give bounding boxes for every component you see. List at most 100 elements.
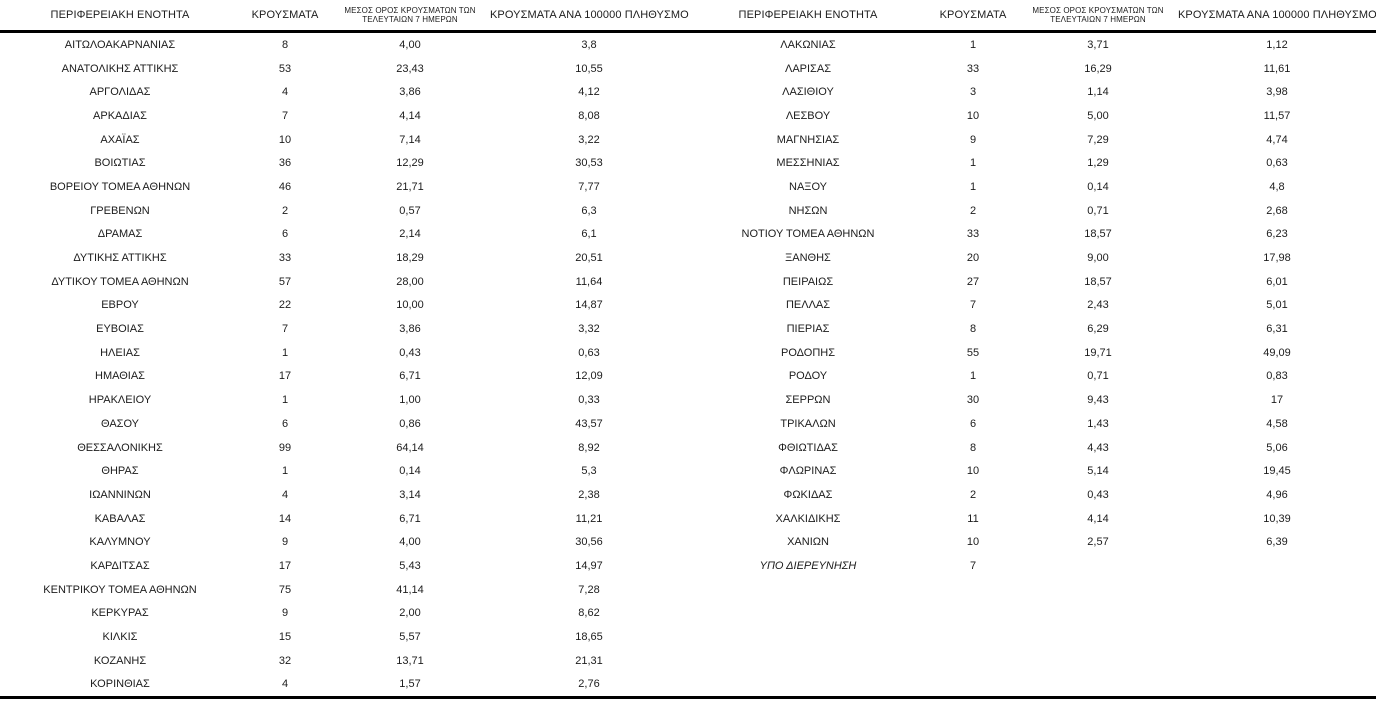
cases-cell: 33 bbox=[966, 228, 980, 241]
cases-cell: 46 bbox=[278, 180, 292, 193]
per100k-cell: 3,32 bbox=[578, 323, 600, 336]
table-row: ΕΒΡΟΥ 22 10,00 14,87 bbox=[0, 294, 688, 318]
cases-cell: 4 bbox=[281, 678, 289, 691]
avg7-cell: 0,14 bbox=[1087, 180, 1109, 193]
region-cell: ΚΟΡΙΝΘΙΑΣ bbox=[90, 678, 150, 691]
avg7-cell: 3,86 bbox=[399, 323, 421, 336]
per100k-cell: 17,98 bbox=[1263, 252, 1291, 265]
cases-cell: 2 bbox=[969, 204, 977, 217]
avg7-cell: 4,00 bbox=[399, 38, 421, 51]
cases-cell: 10 bbox=[278, 133, 292, 146]
cases-cell: 14 bbox=[278, 512, 292, 525]
avg7-cell: 0,14 bbox=[399, 465, 421, 478]
cases-cell: 1 bbox=[281, 465, 289, 478]
header-avg7-left-line1: ΜΕΣΟΣ ΟΡΟΣ ΚΡΟΥΣΜΑΤΩΝ ΤΩΝ bbox=[344, 5, 476, 15]
per100k-cell: 43,57 bbox=[575, 417, 603, 430]
avg7-cell: 5,14 bbox=[1087, 465, 1109, 478]
avg7-cell: 12,29 bbox=[396, 157, 424, 170]
cases-cell: 15 bbox=[278, 631, 292, 644]
region-cell: ΥΠΟ ΔΙΕΡΕΥΝΗΣΗ bbox=[759, 559, 857, 572]
region-cell: ΤΡΙΚΑΛΩΝ bbox=[780, 417, 836, 430]
table-row: ΔΡΑΜΑΣ 6 2,14 6,1 bbox=[0, 223, 688, 247]
cases-cell: 1 bbox=[969, 38, 977, 51]
region-cell: ΔΥΤΙΚΗΣ ΑΤΤΙΚΗΣ bbox=[73, 252, 167, 265]
per100k-cell: 14,97 bbox=[575, 559, 603, 572]
avg7-cell: 19,71 bbox=[1084, 346, 1112, 359]
region-cell: ΚΑΒΑΛΑΣ bbox=[94, 512, 146, 525]
cases-cell: 9 bbox=[281, 536, 289, 549]
region-cell: ΘΗΡΑΣ bbox=[101, 465, 139, 478]
per100k-cell: 0,63 bbox=[578, 346, 600, 359]
table-header-band: ΠΕΡΙΦΕΡΕΙΑΚΗ ΕΝΟΤΗΤΑ ΚΡΟΥΣΜΑΤΑ ΜΕΣΟΣ ΟΡΟ… bbox=[0, 0, 1376, 33]
cases-cell: 4 bbox=[281, 86, 289, 99]
per100k-cell: 6,3 bbox=[581, 204, 597, 217]
avg7-cell: 2,00 bbox=[399, 607, 421, 620]
cases-cell: 6 bbox=[281, 228, 289, 241]
header-per100k-right: ΚΡΟΥΣΜΑΤΑ ΑΝΑ 100000 ΠΛΗΘΥΣΜΟ bbox=[1178, 9, 1376, 21]
cases-cell: 7 bbox=[969, 559, 977, 572]
avg7-cell: 0,57 bbox=[399, 204, 421, 217]
region-cell: ΛΑΣΙΘΙΟΥ bbox=[782, 86, 834, 99]
left-table: ΑΙΤΩΛΟΑΚΑΡΝΑΝΙΑΣ 8 4,00 3,8 ΑΝΑΤΟΛΙΚΗΣ Α… bbox=[0, 33, 688, 696]
header-cases-left: ΚΡΟΥΣΜΑΤΑ bbox=[251, 9, 319, 21]
table-row: ΘΗΡΑΣ 1 0,14 5,3 bbox=[0, 459, 688, 483]
table-row: ΝΑΞΟΥ 1 0,14 4,8 bbox=[688, 175, 1376, 199]
region-cell: ΛΑΡΙΣΑΣ bbox=[784, 62, 831, 75]
table-row: ΒΟΙΩΤΙΑΣ 36 12,29 30,53 bbox=[0, 151, 688, 175]
avg7-cell: 5,57 bbox=[399, 631, 421, 644]
per100k-cell: 30,56 bbox=[575, 536, 603, 549]
table-row: ΚΙΛΚΙΣ 15 5,57 18,65 bbox=[0, 625, 688, 649]
per100k-cell: 11,57 bbox=[1263, 109, 1291, 122]
table-row: ΜΕΣΣΗΝΙΑΣ 1 1,29 0,63 bbox=[688, 151, 1376, 175]
avg7-cell: 13,71 bbox=[396, 654, 424, 667]
table-row: ΦΘΙΩΤΙΔΑΣ 8 4,43 5,06 bbox=[688, 436, 1376, 460]
right-table-rows: ΛΑΚΩΝΙΑΣ 1 3,71 1,12 ΛΑΡΙΣΑΣ 33 16,29 11… bbox=[688, 33, 1376, 578]
table-row: ΑΙΤΩΛΟΑΚΑΡΝΑΝΙΑΣ 8 4,00 3,8 bbox=[0, 33, 688, 57]
avg7-cell: 0,43 bbox=[399, 346, 421, 359]
cases-cell: 9 bbox=[281, 607, 289, 620]
per100k-cell: 4,58 bbox=[1266, 417, 1288, 430]
cases-cell: 6 bbox=[281, 417, 289, 430]
region-cell: ΑΡΓΟΛΙΔΑΣ bbox=[89, 86, 151, 99]
table-row: ΒΟΡΕΙΟΥ ΤΟΜΕΑ ΑΘΗΝΩΝ 46 21,71 7,77 bbox=[0, 175, 688, 199]
header-region-right: ΠΕΡΙΦΕΡΕΙΑΚΗ ΕΝΟΤΗΤΑ bbox=[738, 9, 878, 21]
avg7-cell: 1,29 bbox=[1087, 157, 1109, 170]
avg7-cell: 1,57 bbox=[399, 678, 421, 691]
avg7-cell: 28,00 bbox=[396, 275, 424, 288]
per100k-cell: 6,1 bbox=[581, 228, 597, 241]
table-row: ΗΜΑΘΙΑΣ 17 6,71 12,09 bbox=[0, 365, 688, 389]
cases-cell: 17 bbox=[278, 370, 292, 383]
region-cell: ΝΟΤΙΟΥ ΤΟΜΕΑ ΑΘΗΝΩΝ bbox=[741, 228, 875, 241]
table-row: ΛΕΣΒΟΥ 10 5,00 11,57 bbox=[688, 104, 1376, 128]
per100k-cell: 0,83 bbox=[1266, 370, 1288, 383]
cases-cell: 7 bbox=[281, 323, 289, 336]
per100k-cell: 3,8 bbox=[581, 38, 597, 51]
right-table: ΛΑΚΩΝΙΑΣ 1 3,71 1,12 ΛΑΡΙΣΑΣ 33 16,29 11… bbox=[688, 33, 1376, 696]
avg7-cell: 18,29 bbox=[396, 252, 424, 265]
region-cell: ΠΙΕΡΙΑΣ bbox=[786, 323, 830, 336]
per100k-cell: 20,51 bbox=[575, 252, 603, 265]
region-cell: ΗΡΑΚΛΕΙΟΥ bbox=[88, 394, 152, 407]
table-row: ΘΑΣΟΥ 6 0,86 43,57 bbox=[0, 412, 688, 436]
region-cell: ΙΩΑΝΝΙΝΩΝ bbox=[89, 488, 151, 501]
region-cell: ΛΑΚΩΝΙΑΣ bbox=[780, 38, 836, 51]
table-row: ΙΩΑΝΝΙΝΩΝ 4 3,14 2,38 bbox=[0, 483, 688, 507]
table-row: ΧΑΛΚΙΔΙΚΗΣ 11 4,14 10,39 bbox=[688, 507, 1376, 531]
cases-cell: 30 bbox=[966, 394, 980, 407]
avg7-cell: 64,14 bbox=[396, 441, 424, 454]
cases-cell: 4 bbox=[281, 488, 289, 501]
region-cell: ΒΟΡΕΙΟΥ ΤΟΜΕΑ ΑΘΗΝΩΝ bbox=[49, 180, 191, 193]
region-cell: ΜΑΓΝΗΣΙΑΣ bbox=[776, 133, 840, 146]
avg7-cell: 1,14 bbox=[1087, 86, 1109, 99]
per100k-cell: 3,98 bbox=[1266, 86, 1288, 99]
region-cell: ΠΕΛΛΑΣ bbox=[785, 299, 831, 312]
per100k-cell: 3,22 bbox=[578, 133, 600, 146]
header-avg7-right: ΜΕΣΟΣ ΟΡΟΣ ΚΡΟΥΣΜΑΤΩΝ ΤΩΝ ΤΕΛΕΥΤΑΙΩΝ 7 Η… bbox=[1018, 6, 1178, 25]
per100k-cell: 21,31 bbox=[575, 654, 603, 667]
avg7-cell: 6,29 bbox=[1087, 323, 1109, 336]
avg7-cell: 23,43 bbox=[396, 62, 424, 75]
table-row: ΧΑΝΙΩΝ 10 2,57 6,39 bbox=[688, 530, 1376, 554]
avg7-cell: 0,71 bbox=[1087, 370, 1109, 383]
table-row: ΚΕΡΚΥΡΑΣ 9 2,00 8,62 bbox=[0, 602, 688, 626]
